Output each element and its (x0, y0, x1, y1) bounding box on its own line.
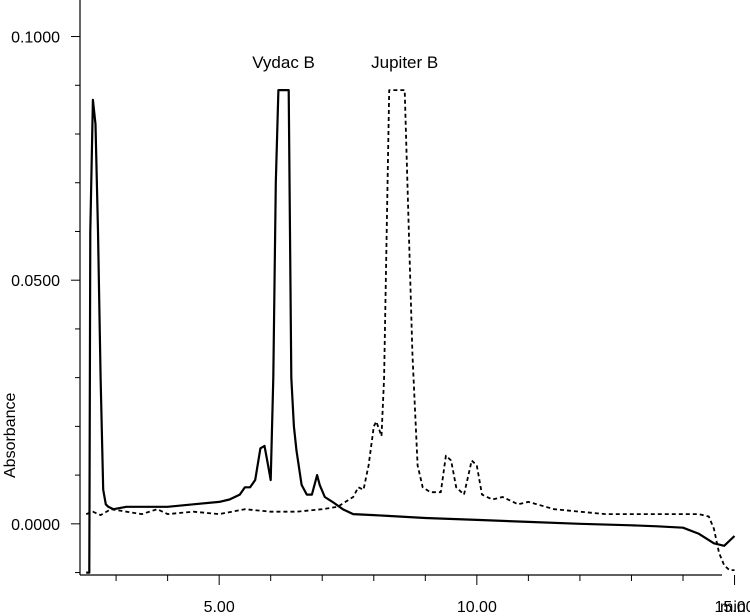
y-tick-label-1: 0.0500 (11, 273, 60, 290)
x-axis-unit-label: min (720, 599, 746, 616)
series-group (85, 88, 736, 574)
peak-annotation-0: Vydac B (252, 53, 315, 72)
x-tick-label-2: 15.00 (715, 599, 750, 616)
peak-annotation-1: Jupiter B (371, 53, 438, 72)
y-ticks: 0.0000 0.0500 0.1000 (11, 30, 80, 574)
series-line-solid (86, 88, 736, 574)
x-ticks: 5.00 10.00 15.00min (115, 575, 750, 616)
y-axis-label: Absorbance (2, 393, 19, 478)
series-line-dashed (85, 89, 735, 571)
annotations: Vydac B Jupiter B (252, 53, 438, 72)
y-tick-label-2: 0.1000 (11, 30, 60, 47)
x-tick-label-0: 5.00 (204, 599, 235, 616)
y-tick-label-0: 0.0000 (11, 517, 60, 534)
x-tick-label-1: 10.00 (457, 599, 497, 616)
